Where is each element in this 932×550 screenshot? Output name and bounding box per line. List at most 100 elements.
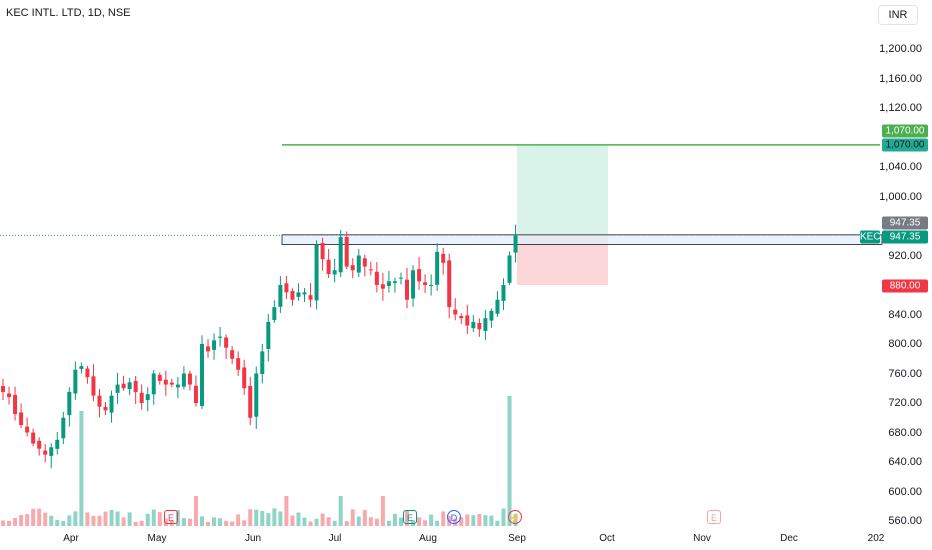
resistance-zone	[281, 234, 883, 245]
candle-body	[453, 309, 458, 315]
candlesticks	[1, 224, 518, 469]
volume-bar	[266, 513, 271, 526]
candle-body	[236, 358, 241, 370]
earnings-icon[interactable]: E	[707, 510, 721, 524]
candle-body	[133, 380, 138, 392]
currency-button[interactable]: INR	[878, 5, 918, 25]
volume-bar	[97, 515, 102, 526]
price-axis-label: 800.00	[888, 338, 922, 350]
volume-bar	[145, 513, 150, 526]
time-axis-label: Sep	[508, 533, 526, 544]
candle-body	[405, 279, 410, 300]
price-axis-label: 1,120.00	[879, 102, 922, 114]
volume-bar	[332, 520, 337, 526]
candle-body	[272, 307, 277, 320]
volume-bar	[1, 520, 5, 526]
volume-bar	[224, 520, 229, 526]
earnings-icon[interactable]: E	[164, 510, 178, 524]
price-axis-label: 760.00	[888, 367, 922, 380]
candle-body	[242, 367, 247, 389]
volume-bar	[296, 512, 301, 526]
volume-bar	[483, 515, 488, 526]
volume-bar	[423, 520, 428, 526]
volume-bar	[477, 514, 482, 526]
time-axis-label: Aug	[419, 533, 437, 544]
volume-bar	[79, 411, 84, 526]
candle-body	[471, 321, 476, 329]
candle-body	[181, 373, 186, 387]
candle-body	[7, 393, 12, 398]
candle-body	[31, 432, 36, 444]
candle-body	[411, 270, 416, 299]
volume-bar	[320, 513, 325, 526]
volume-bar	[338, 496, 343, 526]
candle-body	[429, 285, 434, 286]
volume-bar	[73, 511, 78, 526]
volume-bar	[199, 516, 204, 526]
candle-body	[284, 283, 289, 293]
time-axis-label: Dec	[780, 533, 798, 544]
profit-zone	[517, 144, 608, 236]
volume-bar	[91, 515, 96, 526]
volume-bar	[362, 510, 367, 526]
candle-body	[344, 237, 349, 267]
candle-body	[139, 392, 144, 403]
candle-body	[37, 440, 42, 449]
volume-bar	[218, 518, 223, 526]
candle-body	[290, 291, 295, 300]
candle-body	[254, 373, 259, 417]
candle-body	[489, 310, 494, 321]
volume-bar	[326, 517, 331, 526]
candle-body	[163, 379, 168, 385]
volume-bar	[441, 511, 446, 526]
candle-body	[423, 282, 428, 285]
price-axis-label: 840.00	[888, 308, 922, 321]
candle-body	[483, 318, 488, 331]
candle-body	[109, 395, 114, 413]
volume-bar	[236, 514, 241, 526]
time-axis-label: Jul	[328, 533, 342, 544]
candle-body	[350, 265, 355, 271]
volume-bar	[206, 521, 211, 526]
candle-body	[1, 386, 5, 392]
volume-bar	[495, 520, 500, 526]
volume-bar	[278, 511, 283, 526]
symbol-short-tag: KEC	[860, 230, 881, 244]
price-axis-label: 560.00	[888, 515, 922, 527]
volume-bar	[13, 518, 18, 526]
volume-bar	[290, 515, 295, 526]
earnings-icon[interactable]: E	[403, 510, 417, 524]
candle-body	[398, 277, 403, 279]
candle-body	[278, 285, 283, 307]
volume-bar	[67, 515, 72, 526]
price-axis-label: 720.00	[888, 397, 922, 409]
candle-body	[495, 299, 500, 314]
time-axis-label: Jun	[244, 533, 262, 544]
candle-body	[332, 270, 337, 275]
volume-bar	[350, 509, 355, 526]
candle-body	[260, 351, 265, 374]
volume-bar	[103, 511, 108, 526]
volume-bar	[181, 518, 186, 526]
candle-body	[61, 417, 66, 439]
candle-body	[103, 407, 108, 411]
candle-body	[459, 316, 464, 319]
candle-body	[447, 260, 452, 308]
time-axis-label: 202	[867, 533, 885, 544]
volume-bar	[272, 508, 277, 526]
candle-body	[477, 323, 482, 330]
candle-body	[25, 426, 30, 433]
flash-icon[interactable]: ⚡	[508, 510, 522, 524]
volume-bar	[248, 509, 253, 526]
volume-bar	[193, 496, 198, 526]
candle-body	[230, 350, 235, 359]
candle-body	[151, 373, 156, 395]
price-axis-label: 600.00	[888, 485, 922, 498]
candle-body	[308, 295, 313, 300]
volume-bar	[109, 509, 114, 526]
symbol-title[interactable]: KEC INTL. LTD, 1D, NSE	[6, 7, 131, 19]
dividend-icon[interactable]: D	[447, 510, 461, 524]
candle-body	[320, 243, 325, 260]
candle-body	[85, 368, 90, 378]
